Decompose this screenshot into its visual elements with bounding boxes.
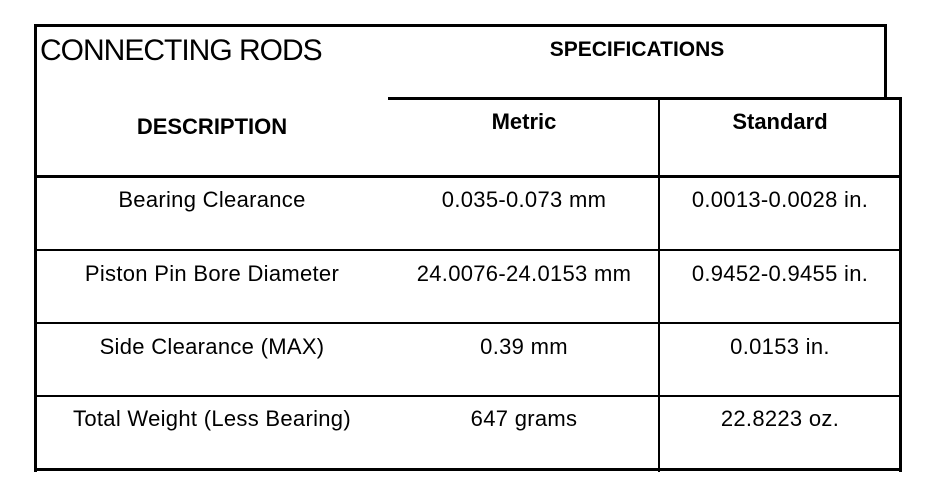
border-right	[899, 97, 902, 472]
border-top-right	[884, 24, 887, 100]
header-bottom	[34, 175, 902, 178]
specifications-heading: SPECIFICATIONS	[549, 38, 725, 61]
row-description: Side Clearance (MAX)	[99, 334, 325, 359]
header-divider	[388, 97, 902, 100]
row-description: Total Weight (Less Bearing)	[73, 406, 351, 431]
border-left	[34, 24, 37, 472]
row-description: Bearing Clearance	[118, 187, 306, 212]
column-divider	[658, 97, 660, 472]
table-title: CONNECTING RODS	[40, 34, 323, 67]
border-bottom	[34, 468, 902, 471]
column-header-standard: Standard	[732, 109, 828, 134]
row-divider	[34, 322, 902, 324]
row-metric: 24.0076-24.0153 mm	[416, 261, 632, 286]
row-metric: 0.035-0.073 mm	[441, 187, 607, 212]
row-standard: 0.0013-0.0028 in.	[691, 187, 869, 212]
row-standard: 0.9452-0.9455 in.	[691, 261, 869, 286]
row-standard: 0.0153 in.	[730, 334, 830, 359]
column-header-metric: Metric	[491, 109, 557, 134]
row-metric: 647 grams	[470, 406, 578, 431]
row-metric: 0.39 mm	[480, 334, 568, 359]
column-header-description: DESCRIPTION	[136, 114, 288, 139]
row-standard: 22.8223 oz.	[720, 406, 840, 431]
row-divider	[34, 395, 902, 397]
border-top	[34, 24, 887, 27]
row-divider	[34, 249, 902, 251]
row-description: Piston Pin Bore Diameter	[84, 261, 340, 286]
